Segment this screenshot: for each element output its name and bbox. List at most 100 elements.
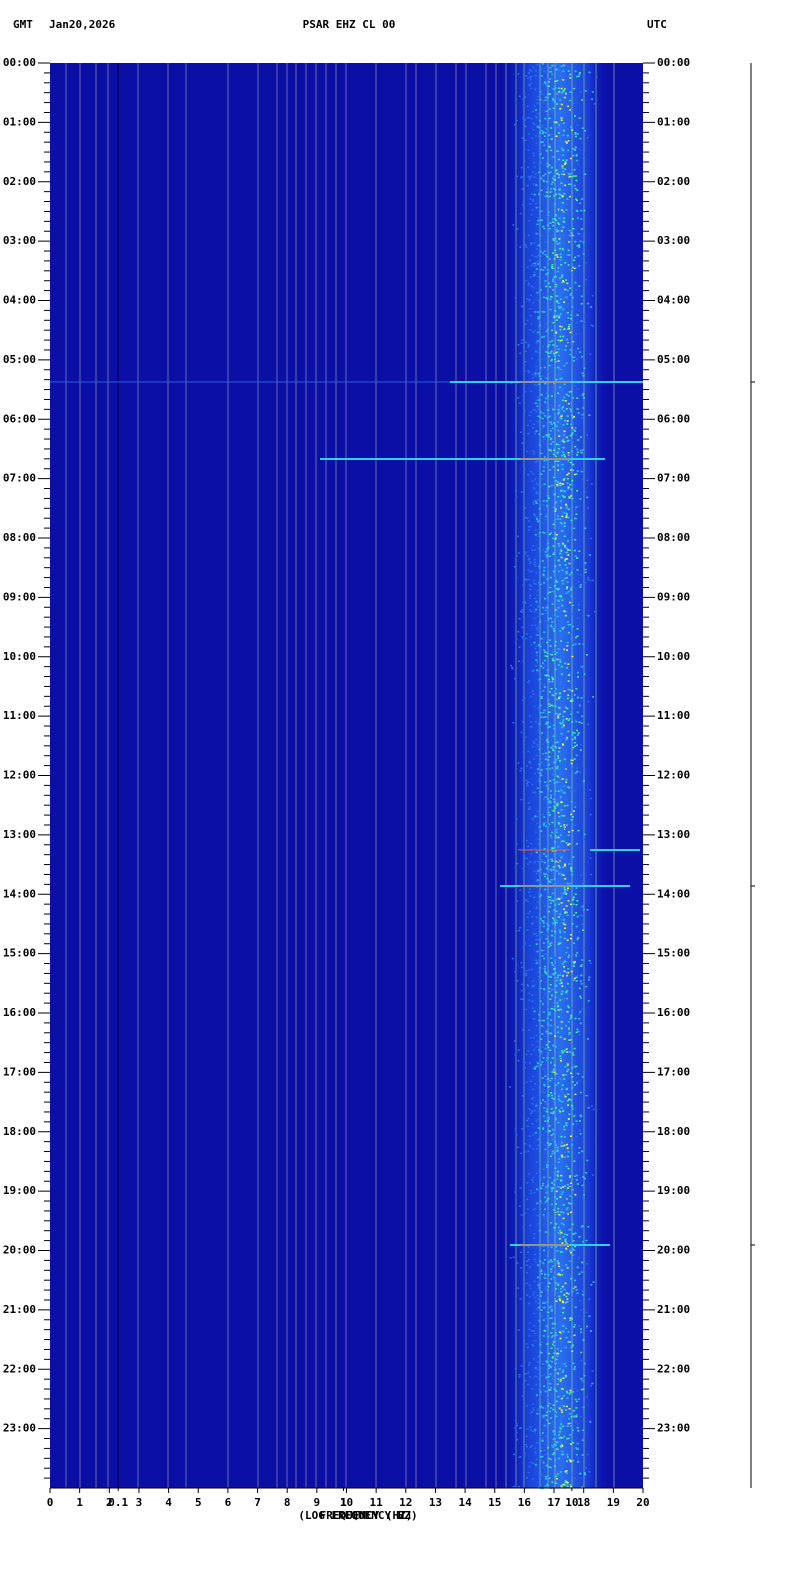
noise <box>564 114 567 116</box>
noise <box>557 267 560 269</box>
noise <box>568 1459 571 1461</box>
noise <box>563 887 566 889</box>
noise <box>544 377 547 379</box>
noise <box>521 1128 524 1130</box>
noise <box>550 443 552 445</box>
noise <box>563 937 566 940</box>
noise <box>586 654 588 656</box>
noise <box>531 450 534 452</box>
noise <box>561 1084 564 1086</box>
noise <box>528 526 530 528</box>
noise <box>535 482 538 485</box>
noise <box>552 344 555 346</box>
noise <box>546 1405 549 1407</box>
noise <box>575 1031 578 1034</box>
noise <box>557 559 560 562</box>
noise <box>557 484 560 487</box>
noise <box>542 1389 545 1391</box>
noise <box>573 184 576 187</box>
noise <box>559 298 562 300</box>
noise <box>555 1475 558 1478</box>
noise <box>531 373 534 376</box>
noise <box>545 756 548 758</box>
noise <box>568 865 571 867</box>
noise <box>534 402 537 404</box>
noise <box>537 492 540 495</box>
noise <box>553 1184 556 1186</box>
noise <box>540 791 543 793</box>
noise <box>559 617 562 619</box>
noise <box>588 960 591 962</box>
noise <box>537 260 540 262</box>
noise <box>531 1403 534 1405</box>
noise <box>560 199 563 202</box>
noise <box>581 449 584 451</box>
noise <box>561 1191 564 1193</box>
noise <box>561 1300 564 1302</box>
noise <box>514 678 517 680</box>
noise <box>574 1093 577 1096</box>
noise <box>563 1233 566 1235</box>
noise <box>558 564 561 567</box>
noise <box>550 1317 553 1319</box>
noise <box>553 316 556 318</box>
noise <box>539 1102 542 1104</box>
noise <box>529 1287 532 1290</box>
noise <box>547 941 550 943</box>
noise <box>564 418 567 420</box>
noise <box>562 438 565 441</box>
noise <box>561 147 564 150</box>
noise <box>571 414 574 417</box>
noise <box>580 235 583 237</box>
noise <box>550 858 553 861</box>
noise <box>563 544 566 547</box>
noise <box>577 1030 580 1033</box>
noise <box>536 247 539 250</box>
noise <box>563 1185 566 1187</box>
noise <box>543 683 546 686</box>
noise <box>569 1268 572 1270</box>
noise <box>552 798 555 801</box>
noise <box>560 1154 563 1157</box>
noise <box>532 302 535 304</box>
noise <box>533 896 535 899</box>
noise <box>554 358 556 361</box>
noise <box>559 533 562 536</box>
noise <box>539 1064 542 1066</box>
noise <box>558 697 560 699</box>
noise <box>558 424 561 426</box>
noise <box>571 829 574 832</box>
noise <box>528 1335 531 1337</box>
noise <box>536 1046 539 1048</box>
noise <box>533 514 536 516</box>
noise <box>588 1298 591 1300</box>
noise <box>542 1091 545 1094</box>
noise <box>522 181 525 183</box>
noise <box>547 1060 550 1062</box>
noise <box>552 1044 555 1047</box>
noise <box>545 351 548 353</box>
noise <box>541 758 544 760</box>
noise <box>580 974 583 977</box>
noise <box>567 1331 570 1333</box>
noise <box>532 152 535 155</box>
noise <box>534 1368 537 1370</box>
y-tick-label-right: 12:00 <box>657 769 690 782</box>
noise <box>557 975 560 978</box>
noise <box>551 762 554 765</box>
noise <box>542 252 544 254</box>
noise <box>554 904 557 906</box>
noise <box>536 879 539 881</box>
noise <box>547 896 550 898</box>
noise <box>563 1078 566 1080</box>
noise <box>540 378 543 380</box>
noise <box>555 860 558 863</box>
noise <box>553 1276 555 1278</box>
noise <box>569 234 571 237</box>
noise <box>565 1210 568 1213</box>
noise <box>571 1348 574 1351</box>
noise <box>523 1454 526 1457</box>
noise <box>533 617 536 620</box>
noise <box>526 184 529 187</box>
noise <box>581 417 584 419</box>
